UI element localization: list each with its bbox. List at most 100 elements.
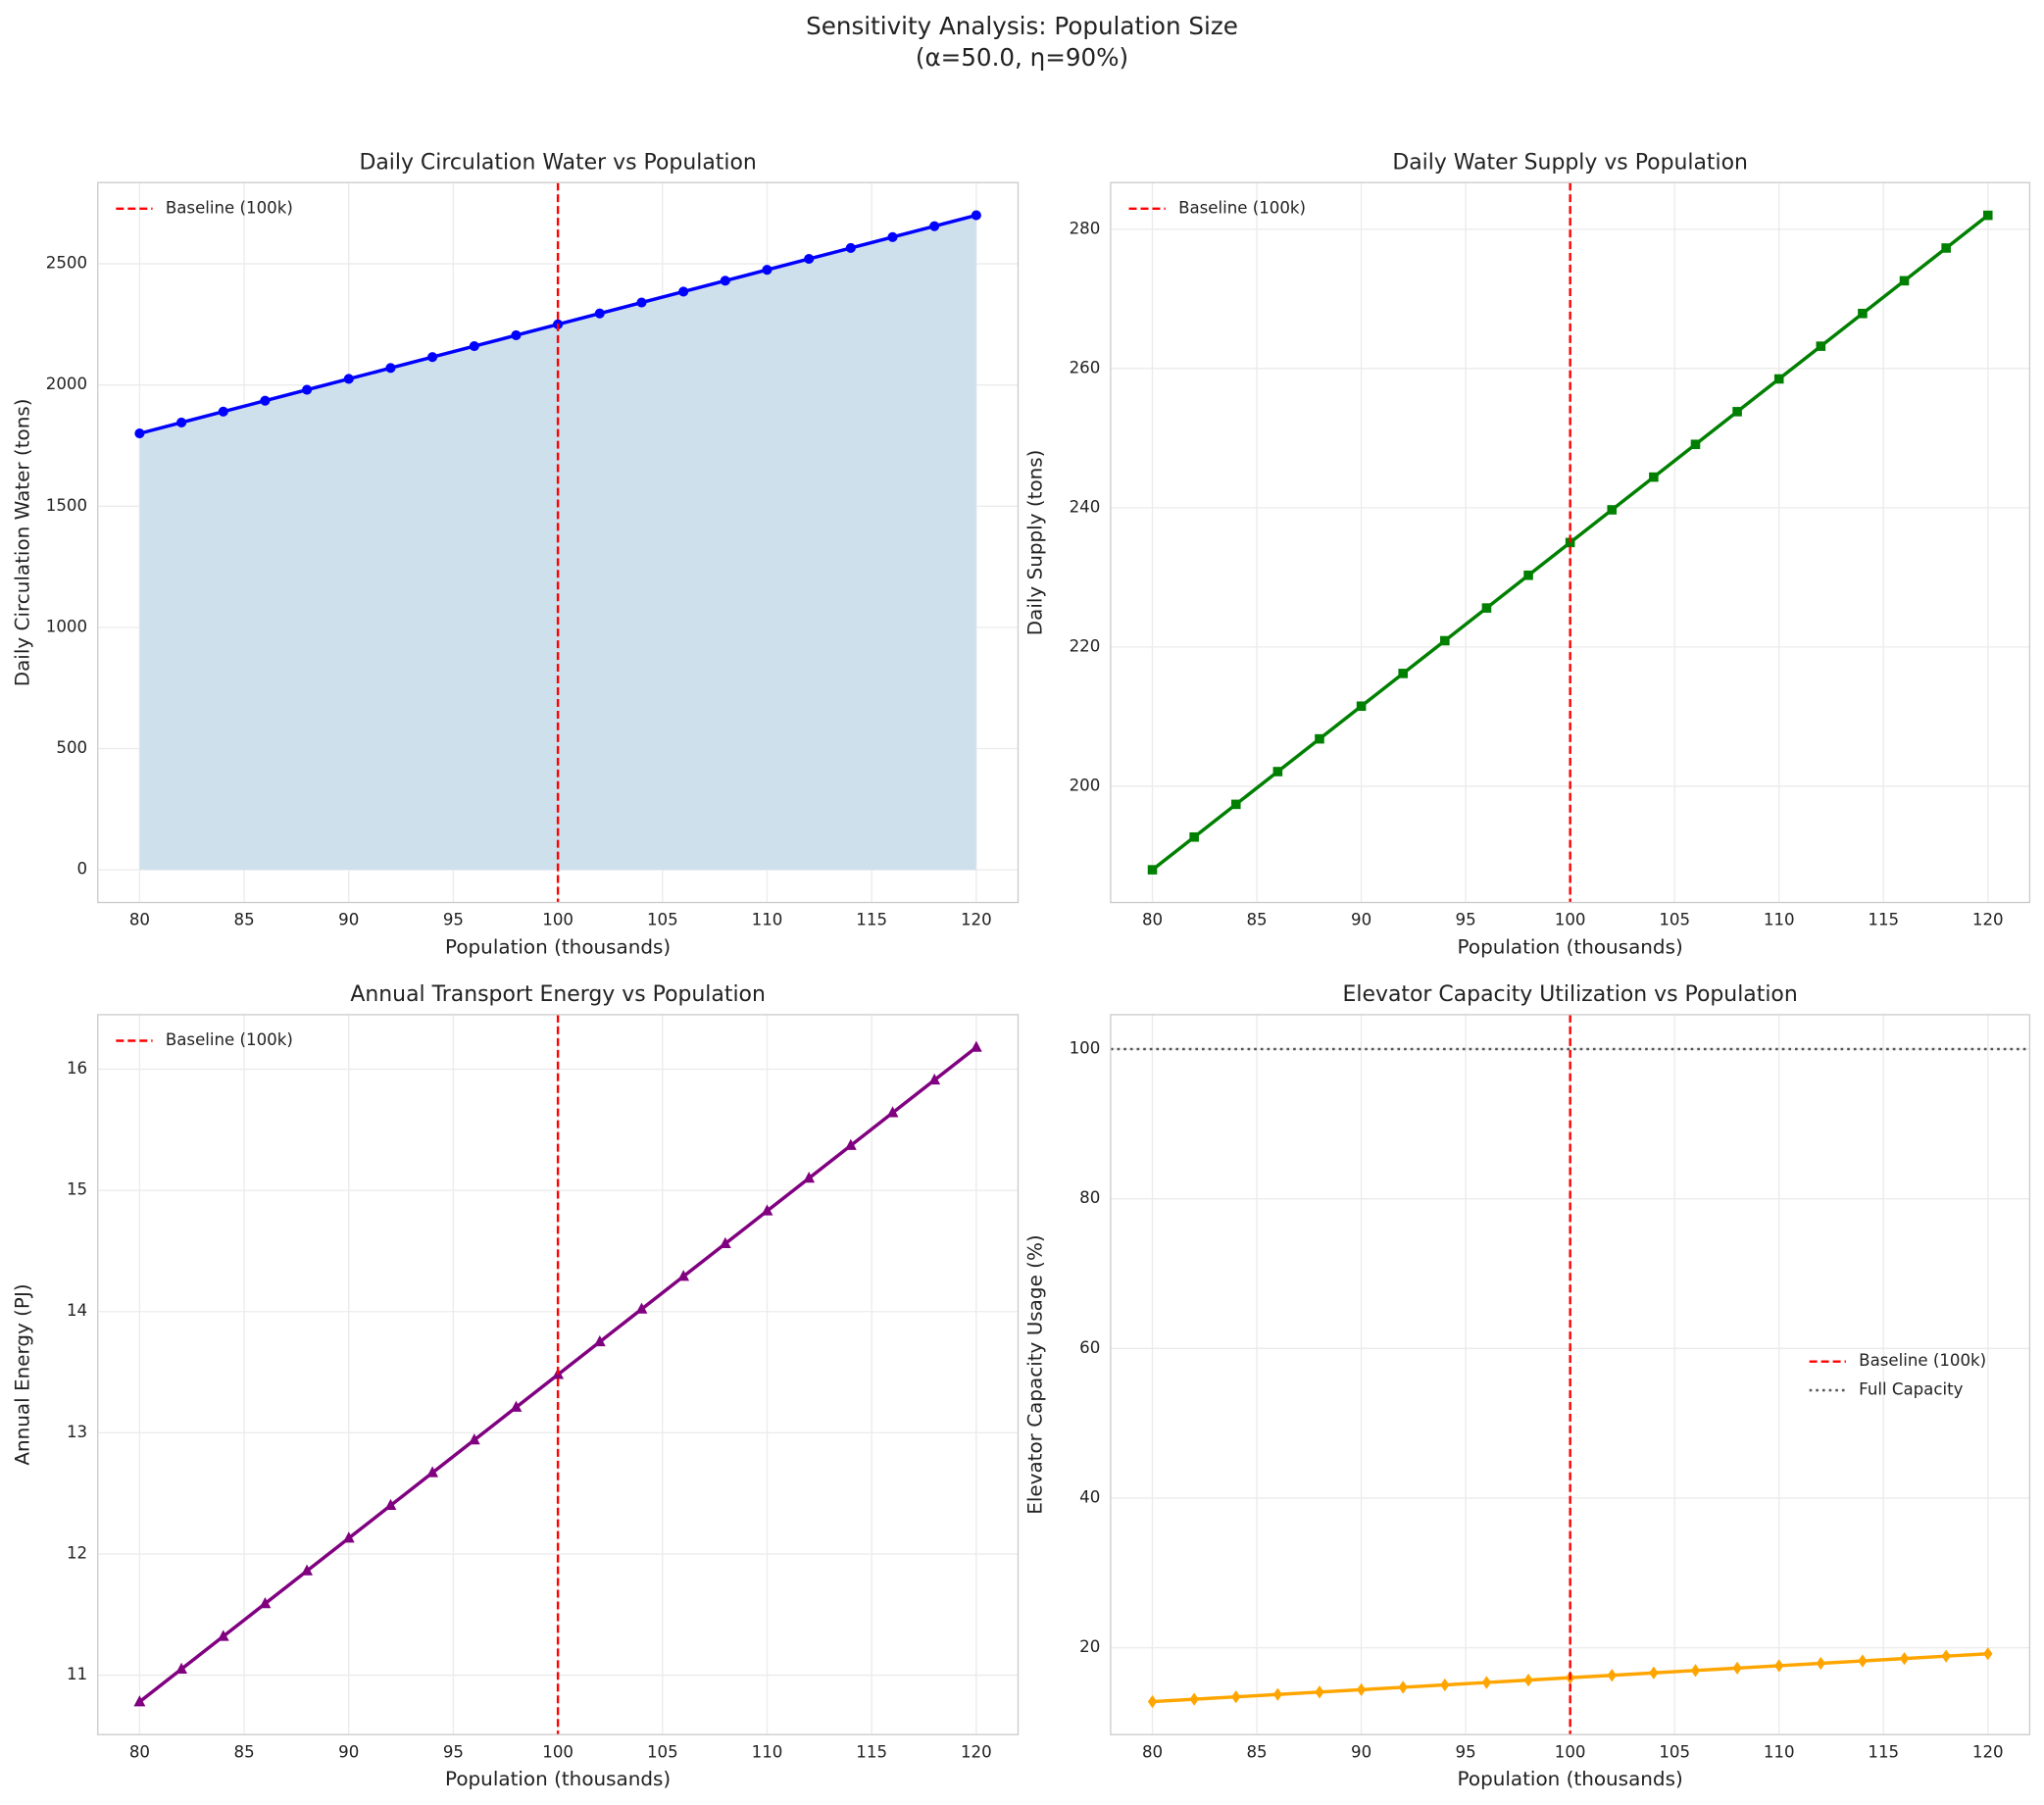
point [636,297,647,308]
point [1523,570,1533,580]
point [343,374,354,384]
y-tick-label: 1000 [46,617,87,635]
point [1899,1651,1910,1666]
point [1607,505,1618,515]
x-tick-label: 85 [1246,911,1267,929]
point [1774,1659,1784,1673]
y-tick-label: 80 [1079,1188,1100,1207]
point [1272,767,1283,777]
y-tick-label: 200 [1070,776,1101,794]
point [217,1630,229,1641]
point [1315,733,1324,744]
y-tick-label: 2500 [46,254,87,273]
x-tick-label: 120 [1972,1742,2004,1761]
point [804,254,815,265]
axes-frame [1110,1014,2031,1735]
x-tick-label: 110 [1764,911,1795,929]
x-axis-label: Population (thousands) [1458,1767,1683,1790]
point [1858,1654,1868,1668]
point [886,1106,899,1118]
x-tick-label: 90 [338,911,359,929]
x-tick-label: 90 [1351,911,1371,929]
y-axis-label: Daily Circulation Water (tons) [10,398,33,686]
legend-label: Baseline (100k) [166,1030,293,1049]
x-tick-label: 105 [647,911,678,929]
x-tick-label: 95 [1456,911,1476,929]
point [887,231,898,242]
point [301,1564,314,1576]
point [1732,1661,1742,1676]
point [761,1204,773,1216]
legend-label: Baseline (100k) [1859,1351,1986,1370]
point [1649,1666,1659,1680]
x-tick-label: 120 [1972,911,2004,929]
point [511,329,522,341]
point [259,1596,272,1609]
y-tick-label: 11 [67,1665,87,1683]
point [762,265,773,276]
x-axis-label: Population (thousands) [445,935,671,959]
x-tick-label: 80 [129,911,150,929]
y-tick-label: 500 [56,738,87,757]
x-tick-label: 120 [961,1742,992,1761]
point [677,1270,690,1281]
x-tick-label: 115 [856,1742,887,1761]
subplot-title: Daily Circulation Water vs Population [359,150,756,175]
x-tick-label: 100 [1555,1742,1586,1761]
point [844,1138,857,1150]
legend-label: Baseline (100k) [1178,198,1306,217]
point [594,308,605,319]
y-tick-label: 16 [67,1059,87,1078]
y-tick-label: 100 [1070,1039,1101,1058]
point [1315,1685,1324,1699]
y-tick-label: 280 [1070,219,1101,237]
point [1440,635,1450,646]
point [384,1498,397,1511]
point [260,395,271,406]
subplot: 80 85 90 95 100 105 110 115 120 20 40 60 80 100 Elevat… [1023,982,2031,1790]
x-axis-label: Population (thousands) [1458,935,1683,959]
point [510,1400,523,1412]
x-tick-label: 80 [1142,911,1163,929]
legend: Baseline (100k) [116,198,293,217]
point [928,1073,941,1085]
point [678,286,689,297]
y-axis-label: Annual Energy (PJ) [10,1283,33,1465]
point [1272,1687,1283,1701]
point [1690,1664,1701,1678]
y-tick-label: 15 [67,1180,87,1199]
y-tick-label: 13 [67,1423,87,1441]
point [1440,1678,1450,1692]
point [929,221,940,231]
y-tick-label: 20 [1079,1637,1100,1656]
x-tick-label: 90 [338,1742,359,1761]
axes-frame [97,1014,1020,1735]
point [1189,1692,1199,1706]
point [1732,407,1742,417]
x-tick-label: 95 [1456,1742,1476,1761]
x-tick-label: 115 [1868,1742,1899,1761]
x-tick-label: 115 [856,911,887,929]
subplot: 80 85 90 95 100 105 110 115 120 0 500 1000 1500 2000 2… [10,150,1020,959]
x-tick-label: 105 [647,1742,678,1761]
point [1356,1682,1367,1697]
x-tick-label: 100 [1555,911,1586,929]
y-tick-label: 1500 [46,496,87,515]
x-tick-label: 95 [443,1742,464,1761]
point [1356,701,1367,712]
point [302,384,313,395]
y-tick-label: 0 [77,860,88,878]
x-tick-label: 85 [1246,1742,1267,1761]
point [427,352,438,363]
point [1982,210,1993,221]
legend-label: Full Capacity [1859,1379,1963,1398]
point [1773,374,1784,384]
x-tick-label: 110 [752,911,783,929]
point [176,417,187,428]
point [1189,831,1199,842]
point [1899,276,1910,286]
point [426,1466,439,1478]
point [635,1302,648,1314]
point [593,1334,606,1347]
legend: Baseline (100k) Full Capacity [1809,1351,1986,1398]
